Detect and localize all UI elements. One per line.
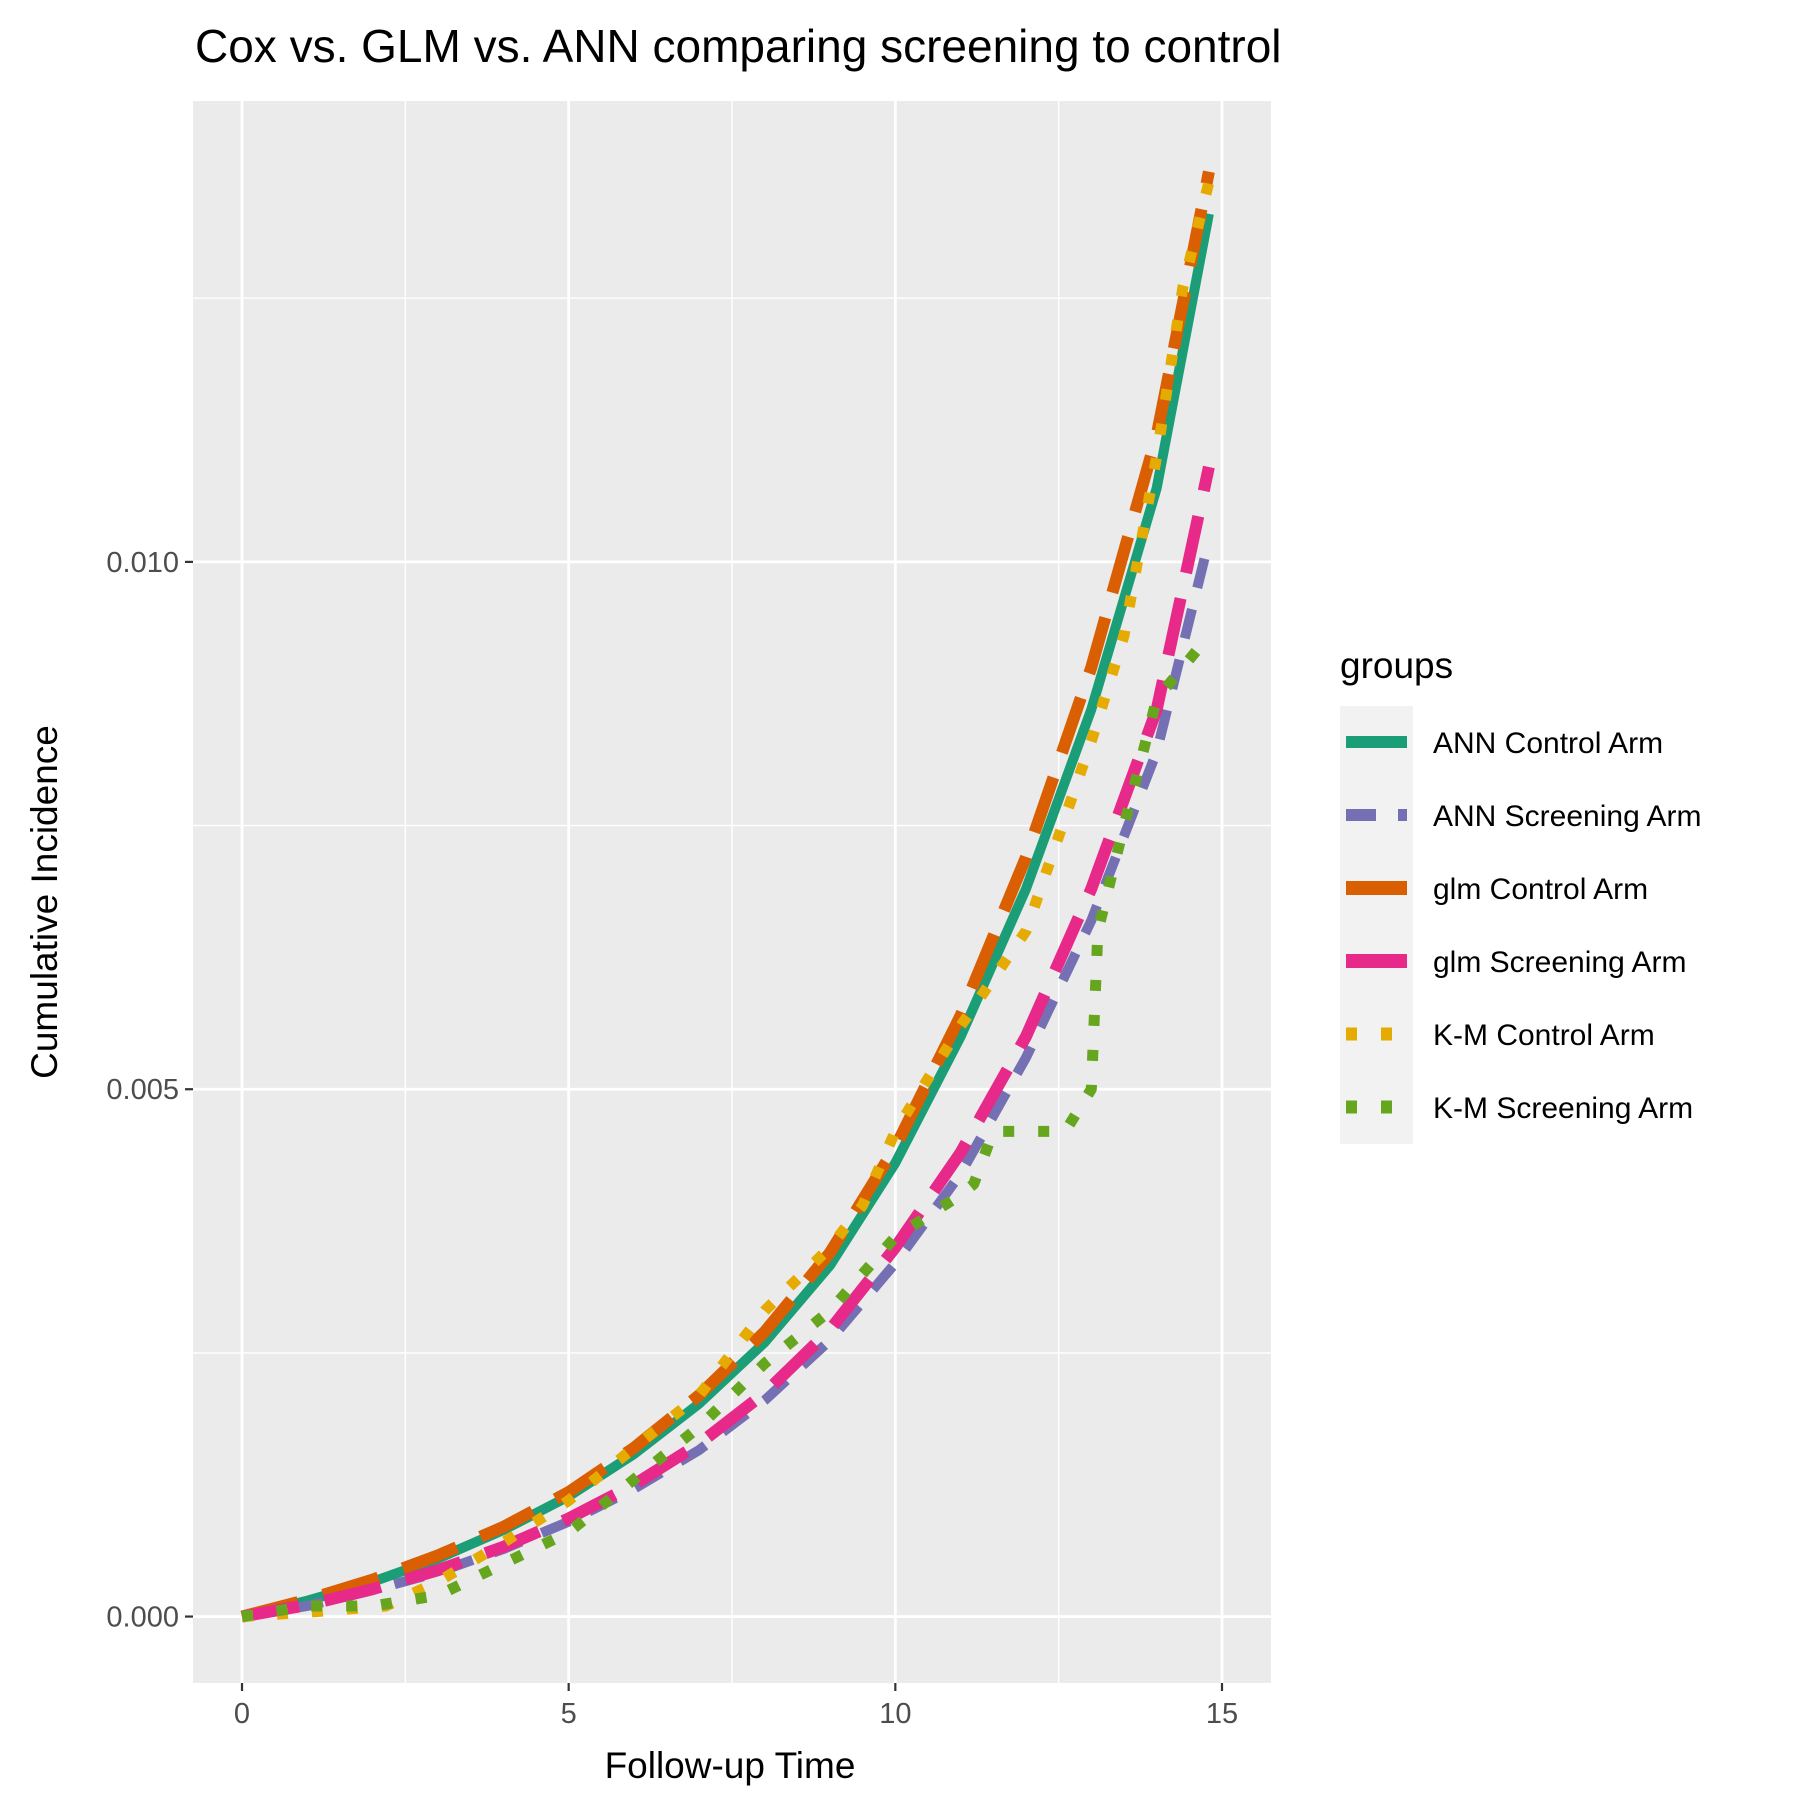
legend-label-ann-screening-arm: ANN Screening Arm — [1433, 800, 1701, 833]
x-tick-label: 10 — [879, 1698, 911, 1730]
series-layer — [240, 170, 1215, 1623]
legend-label-k-m-screening-arm: K-M Screening Arm — [1433, 1092, 1693, 1125]
x-axis-title: Follow-up Time — [605, 1745, 856, 1786]
series-line-glm-control-arm — [240, 170, 1215, 1623]
legend-key-background — [1340, 706, 1413, 1144]
y-tick-label: 0.010 — [106, 547, 179, 579]
legend-label-glm-control-arm: glm Control Arm — [1433, 873, 1648, 906]
major-gridlines — [193, 101, 1271, 1683]
series-line-glm-screening-arm — [240, 465, 1215, 1623]
legend-label-ann-control-arm: ANN Control Arm — [1433, 727, 1663, 760]
axis-ticks — [185, 560, 1224, 1691]
legend-items: ANN Control Arm ANN Screening Arm glm Cont… — [1346, 727, 1701, 1125]
y-tick-labels: 0.000 0.005 0.010 — [106, 547, 179, 1634]
y-axis-title: Cumulative Incidence — [24, 725, 65, 1079]
legend-title: groups — [1340, 645, 1453, 686]
chart-title: Cox vs. GLM vs. ANN comparing screening … — [195, 20, 1282, 72]
legend-label-k-m-control-arm: K-M Control Arm — [1433, 1019, 1655, 1052]
x-tick-label: 0 — [234, 1698, 250, 1730]
y-tick-label: 0.005 — [106, 1074, 179, 1106]
series-line-k-m-control-arm — [241, 180, 1215, 1623]
x-tick-labels: 0 5 10 15 — [234, 1698, 1238, 1730]
y-tick-label: 0.000 — [106, 1602, 179, 1634]
legend-label-glm-screening-arm: glm Screening Arm — [1433, 946, 1686, 979]
x-tick-label: 15 — [1206, 1698, 1238, 1730]
x-tick-label: 5 — [561, 1698, 577, 1730]
legend: groups ANN Control Arm ANN Screening Arm g… — [1340, 645, 1701, 1144]
